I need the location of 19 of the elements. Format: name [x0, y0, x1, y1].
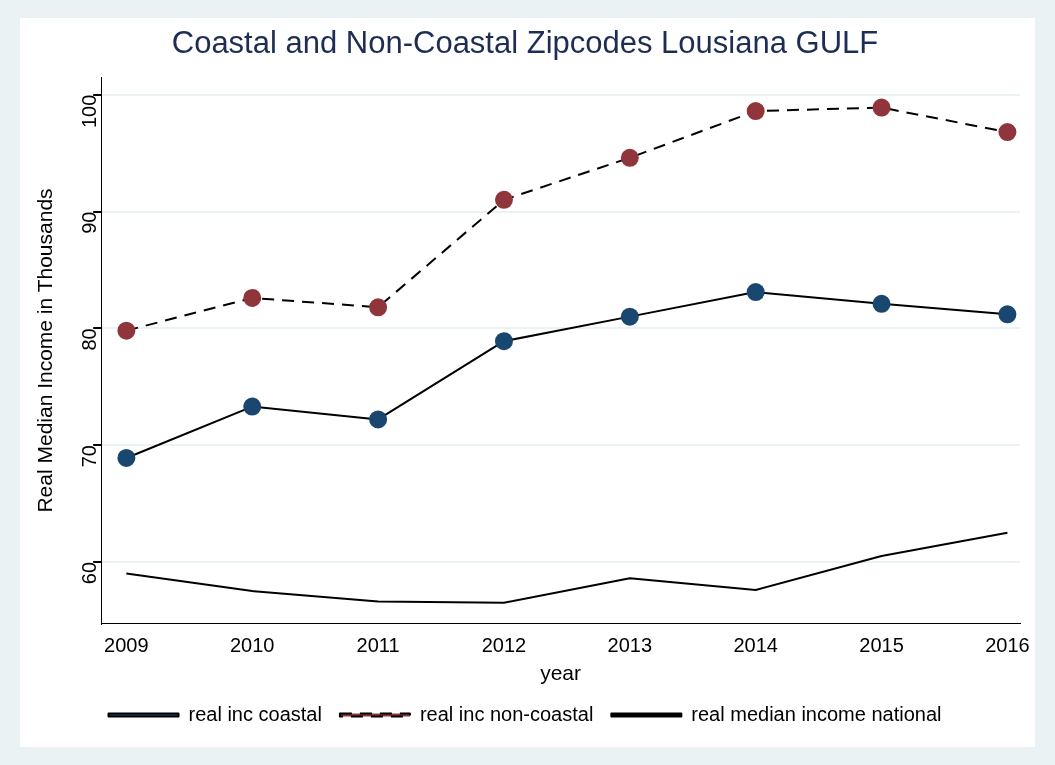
x-tick-label: 2010 [229, 634, 275, 657]
legend-label: real median income national [691, 702, 942, 725]
y-tick-label: 70 [77, 445, 100, 468]
y-tick-label: 80 [77, 328, 100, 351]
y-axis-title: Real Median Income in Thousands [33, 188, 57, 513]
x-tick-label: 2012 [481, 634, 527, 657]
y-tick-label: 60 [77, 561, 100, 585]
x-tick-label: 2015 [859, 634, 904, 657]
y-tick-label: 100 [77, 94, 100, 129]
legend-label: real inc coastal [188, 702, 322, 725]
x-tick-label: 2011 [356, 634, 400, 657]
x-tick-label: 2009 [104, 634, 149, 657]
x-axis-title: year [540, 661, 582, 685]
x-tick-label: 2016 [985, 634, 1030, 657]
x-tick-label: 2014 [733, 634, 778, 657]
chart-title: Coastal and Non-Coastal Zipcodes Lousiana GULF [171, 25, 879, 61]
x-tick-label: 2013 [607, 634, 653, 657]
legend-label: real inc non-coastal [419, 702, 594, 725]
y-tick-label: 90 [77, 211, 100, 234]
